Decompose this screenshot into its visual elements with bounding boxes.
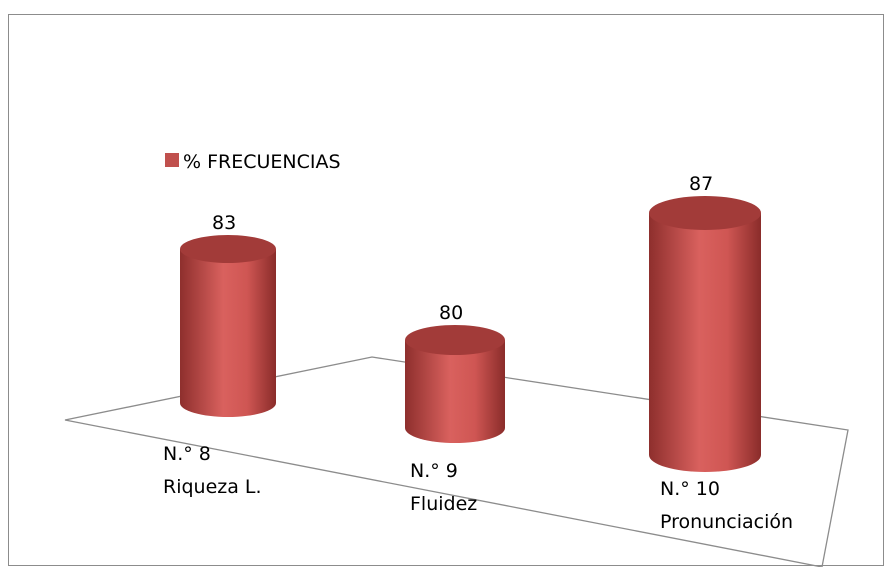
x-tick-label: N.° 8 [163,443,211,465]
bar-top [405,325,505,355]
x-tick-label: Fluidez [410,493,477,515]
x-tick-label: N.° 10 [660,478,720,500]
bar-top [649,196,761,230]
data-label: 80 [439,302,463,324]
data-label: 83 [212,212,236,234]
legend-label: % FRECUENCIAS [183,151,341,173]
bar-top [180,235,276,263]
x-tick-label: Pronunciación [660,511,793,533]
bar [405,340,505,443]
bar [649,213,761,472]
bar [180,249,276,417]
x-tick-label: N.° 9 [410,460,458,482]
legend-swatch [165,153,179,167]
x-tick-label: Riqueza L. [163,476,262,498]
data-label: 87 [689,173,713,195]
